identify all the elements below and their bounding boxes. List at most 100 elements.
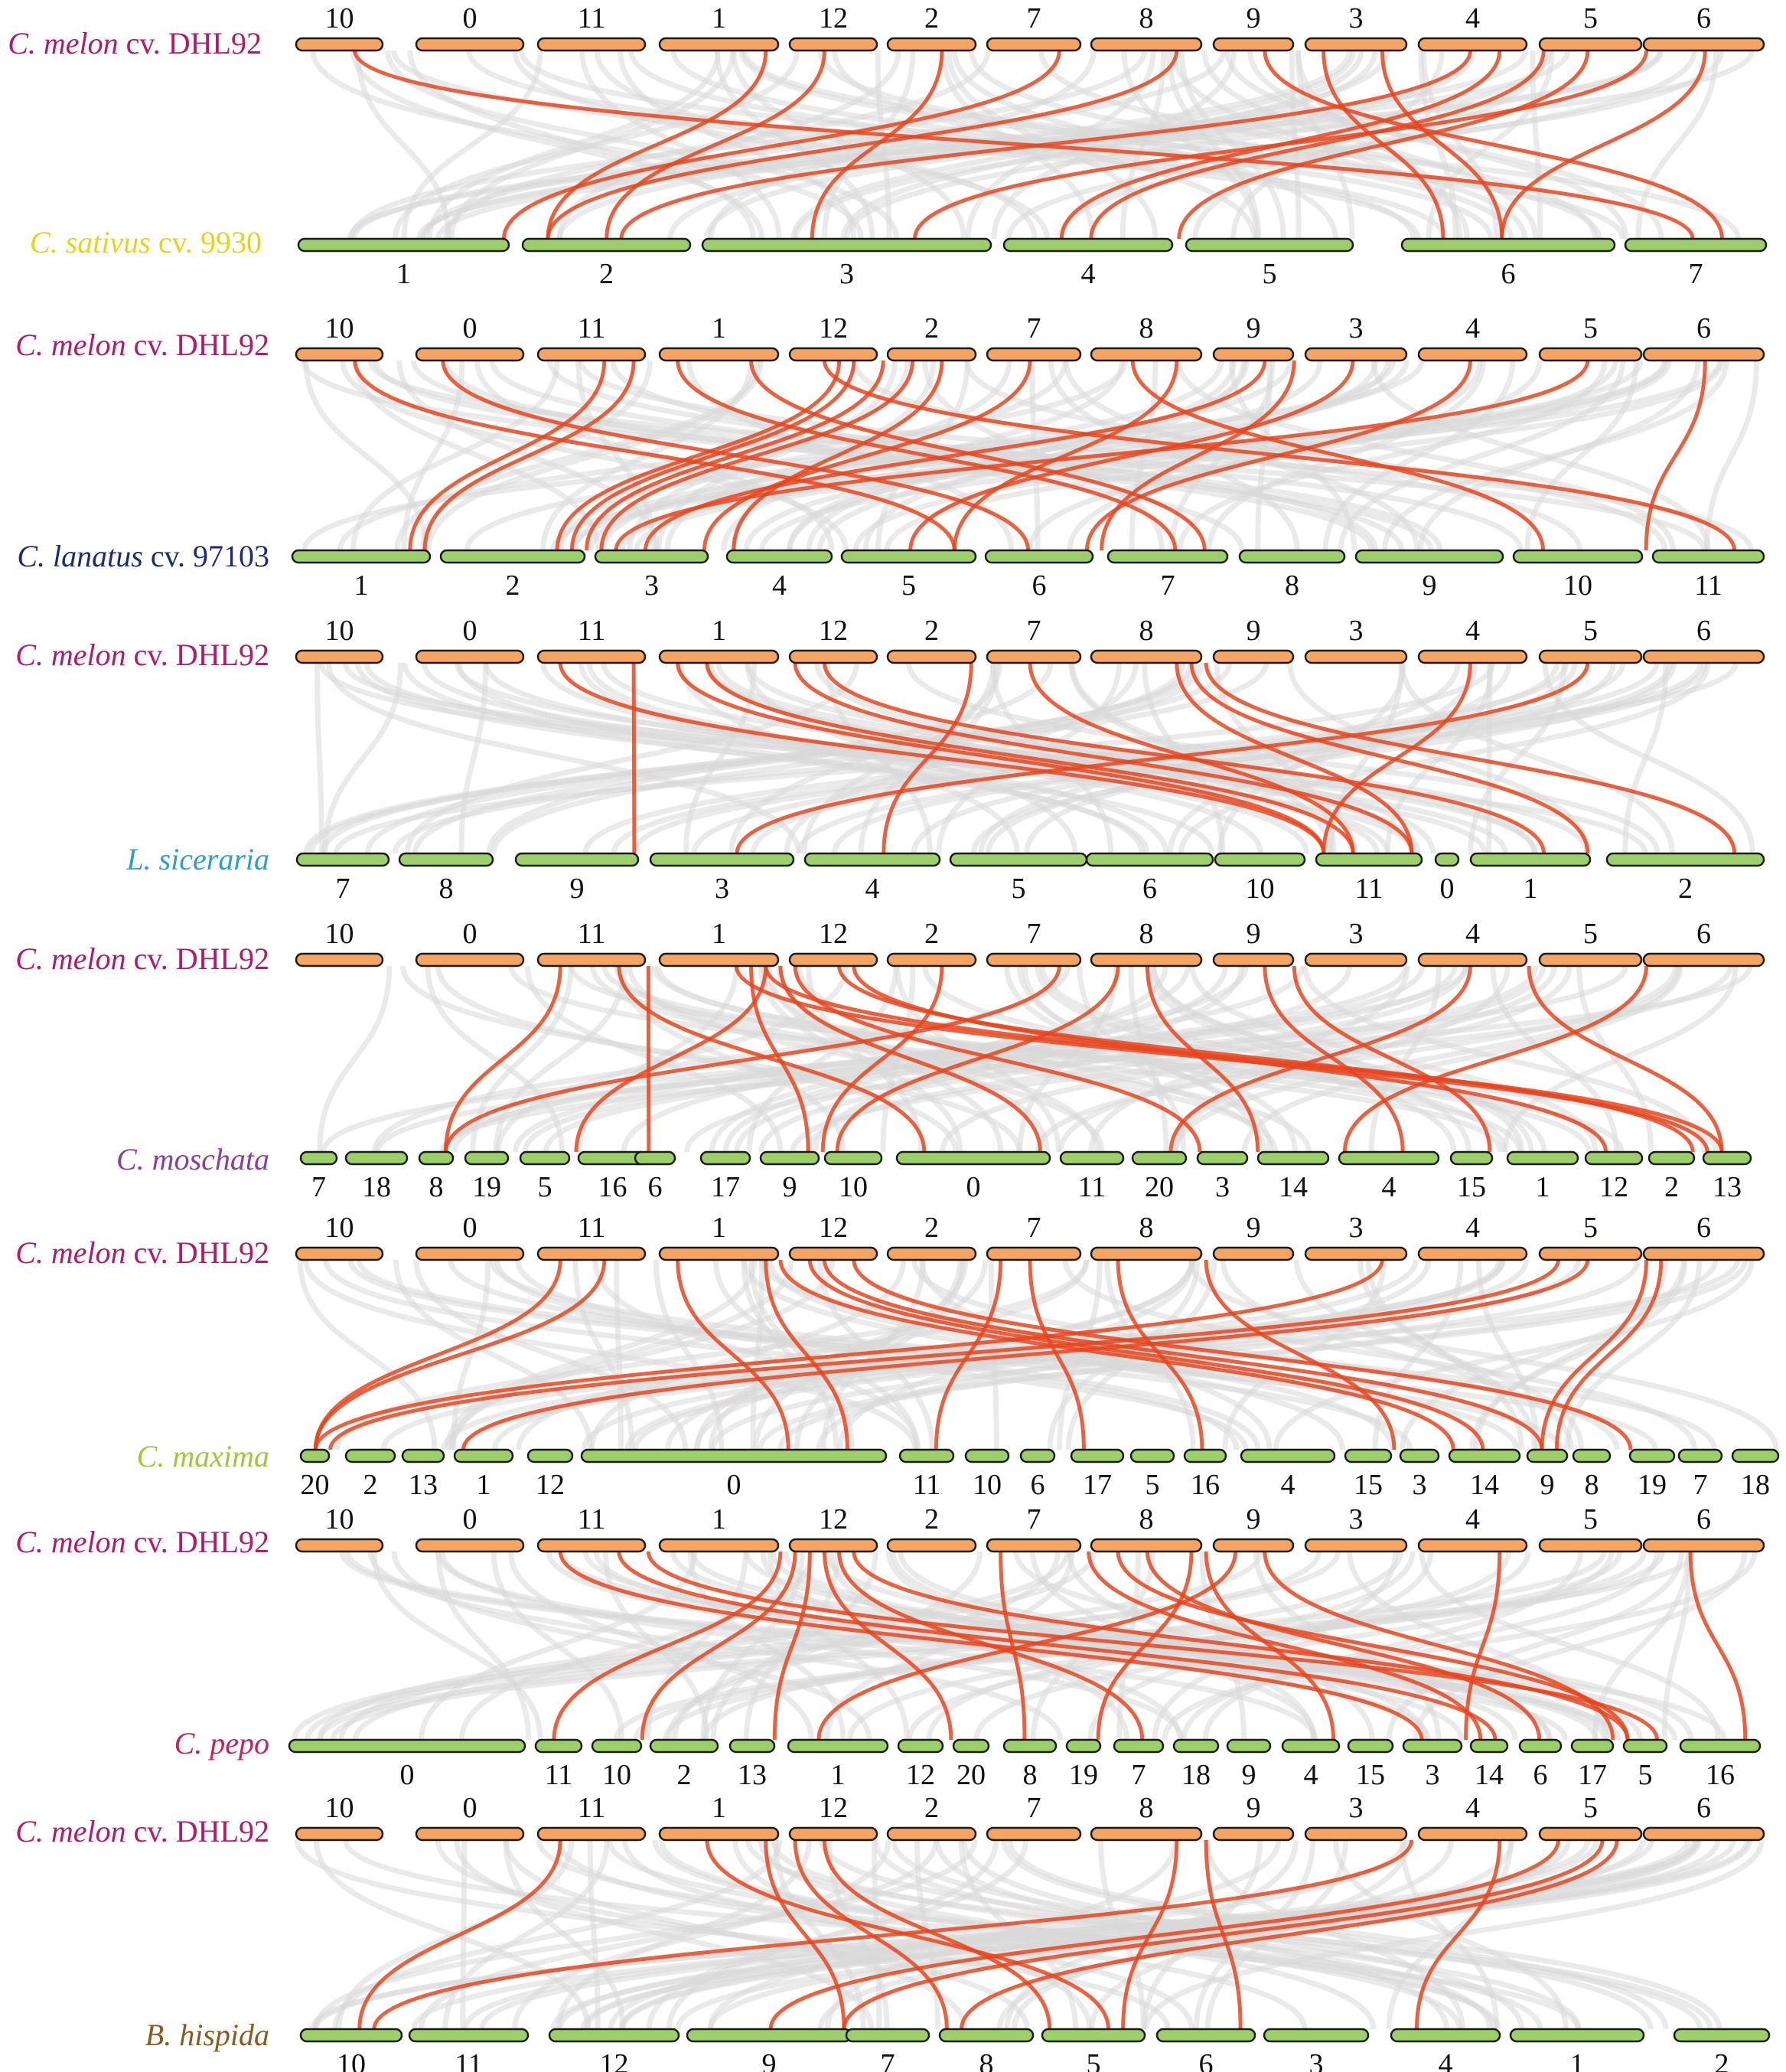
chromosome-bar	[534, 1738, 583, 1754]
chromosome-bar	[1090, 37, 1203, 52]
chromosome-bar	[1226, 1738, 1272, 1754]
chromosome-label: 10	[602, 1759, 631, 1791]
chromosome-bar	[788, 952, 878, 967]
grey-synteny-link	[1372, 1259, 1464, 1450]
chromosome-bar	[591, 1738, 643, 1754]
chromosome-bar	[344, 1150, 409, 1166]
highlighted-link	[1175, 662, 1414, 854]
highlighted-link	[1644, 360, 1707, 551]
chromosome-bar	[1673, 2028, 1771, 2043]
grey-synteny-link	[1417, 360, 1701, 551]
chromosome-bar	[787, 1738, 889, 1754]
grey-synteny-link	[1178, 662, 1711, 854]
chromosome-label: 4	[772, 569, 787, 602]
chromosome-bar	[1417, 952, 1528, 967]
grey-synteny-link	[1098, 1839, 1146, 2030]
grey-synteny-link	[819, 1839, 1713, 2030]
highlighted-link	[444, 965, 562, 1153]
chromosome-label: 0	[463, 1503, 477, 1535]
chromosome-tracks	[288, 37, 1780, 2043]
grey-synteny-link	[1332, 1839, 1569, 2030]
chromosome-bar	[699, 1150, 751, 1166]
highlighted-link	[908, 360, 1355, 551]
highlighted-link	[816, 1551, 1238, 1741]
grey-synteny-link	[435, 1551, 532, 1741]
chromosome-label: 6	[1032, 569, 1047, 602]
chromosome-label: 10	[1246, 873, 1275, 905]
chromosome-label: 4	[1439, 2048, 1453, 2072]
highlighted-link	[952, 360, 1179, 551]
chromosome-bar	[1570, 1738, 1615, 1754]
chromosome-bar	[1212, 347, 1295, 362]
highlighted-link	[1414, 1839, 1502, 2030]
highlighted-link	[1540, 1259, 1649, 1450]
grey-synteny-link	[978, 662, 1461, 854]
highlighted-synteny-links	[313, 50, 1748, 2030]
chromosome-bar	[1538, 952, 1643, 967]
chromosome-bar	[658, 1246, 780, 1261]
chromosome-label: 9	[1247, 2, 1261, 34]
highlighted-link	[835, 965, 1120, 1153]
grey-synteny-link	[1188, 1259, 1779, 1450]
chromosome-label: 13	[738, 1759, 767, 1791]
chromosome-label: 3	[1349, 1503, 1364, 1535]
chromosome-bar	[408, 2028, 530, 2043]
chromosome-label: 2	[924, 312, 939, 344]
chromosome-bar	[1212, 1246, 1295, 1261]
grey-synteny-link	[1273, 1259, 1755, 1450]
chromosome-bar	[1538, 649, 1643, 664]
chromosome-label: 12	[819, 1503, 848, 1535]
chromosome-bar	[1106, 549, 1229, 564]
chromosome-label: 12	[819, 1212, 848, 1244]
chromosome-bar	[1400, 237, 1616, 253]
grey-synteny-link	[1192, 50, 1550, 240]
grey-synteny-link	[582, 1551, 1608, 1741]
highlighted-link	[852, 1551, 1630, 1741]
chromosome-label: 9	[1247, 1212, 1261, 1244]
chromosome-label: 5	[1638, 1759, 1653, 1791]
chromosome-label: 1	[712, 312, 726, 344]
chromosome-bar	[1085, 852, 1214, 867]
chromosome-label: 3	[644, 569, 659, 602]
chromosome-label: 3	[1215, 1171, 1230, 1203]
chromosome-label: 16	[598, 1171, 627, 1203]
chromosome-label: 11	[455, 2048, 483, 2072]
highlighted-link	[569, 360, 856, 551]
chromosome-bar	[1538, 37, 1643, 52]
chromosome-label: 17	[1083, 1469, 1112, 1501]
chromosome-label: 6	[1533, 1759, 1548, 1791]
grey-synteny-link	[507, 1551, 814, 1741]
species-label: C. melon cv. DHL92	[15, 941, 269, 976]
chromosome-bar	[536, 37, 647, 52]
chromosome-bar	[886, 1826, 977, 1842]
chromosome-bar	[1212, 952, 1295, 967]
chromosome-label: 11	[545, 1759, 573, 1791]
grey-synteny-link	[801, 662, 996, 854]
chromosome-label: 11	[913, 1469, 941, 1501]
chromosome-bar	[845, 2028, 930, 2043]
chromosome-bar	[1113, 1738, 1165, 1754]
chromosome-bar	[521, 237, 692, 253]
grey-synteny-link	[556, 50, 1352, 240]
chromosome-label: 11	[578, 312, 606, 344]
chromosome-bar	[1677, 1448, 1723, 1463]
chromosome-bar	[1399, 1448, 1440, 1463]
chromosome-bar	[1059, 1150, 1125, 1166]
chromosome-bar	[1214, 852, 1306, 867]
chromosome-label: 11	[578, 1792, 606, 1824]
chromosome-label: 5	[1146, 1469, 1160, 1501]
chromosome-bar	[1185, 237, 1354, 253]
chromosome-label: 4	[1081, 258, 1096, 290]
highlighted-link	[1089, 50, 1546, 240]
species-label: C. sativus cv. 9930	[30, 225, 262, 259]
chromosome-label: 9	[1247, 312, 1261, 344]
chromosome-bar	[1417, 649, 1528, 664]
chromosome-label: 12	[819, 2, 848, 34]
highlighted-link	[842, 1839, 1605, 2030]
chromosome-label: 6	[1501, 258, 1516, 290]
chromosome-label: 6	[1199, 2048, 1214, 2072]
highlighted-link	[676, 360, 1178, 551]
chromosome-bar	[897, 1738, 944, 1754]
chromosome-label: 3	[1349, 1792, 1364, 1824]
chromosome-label: 4	[1465, 312, 1480, 344]
